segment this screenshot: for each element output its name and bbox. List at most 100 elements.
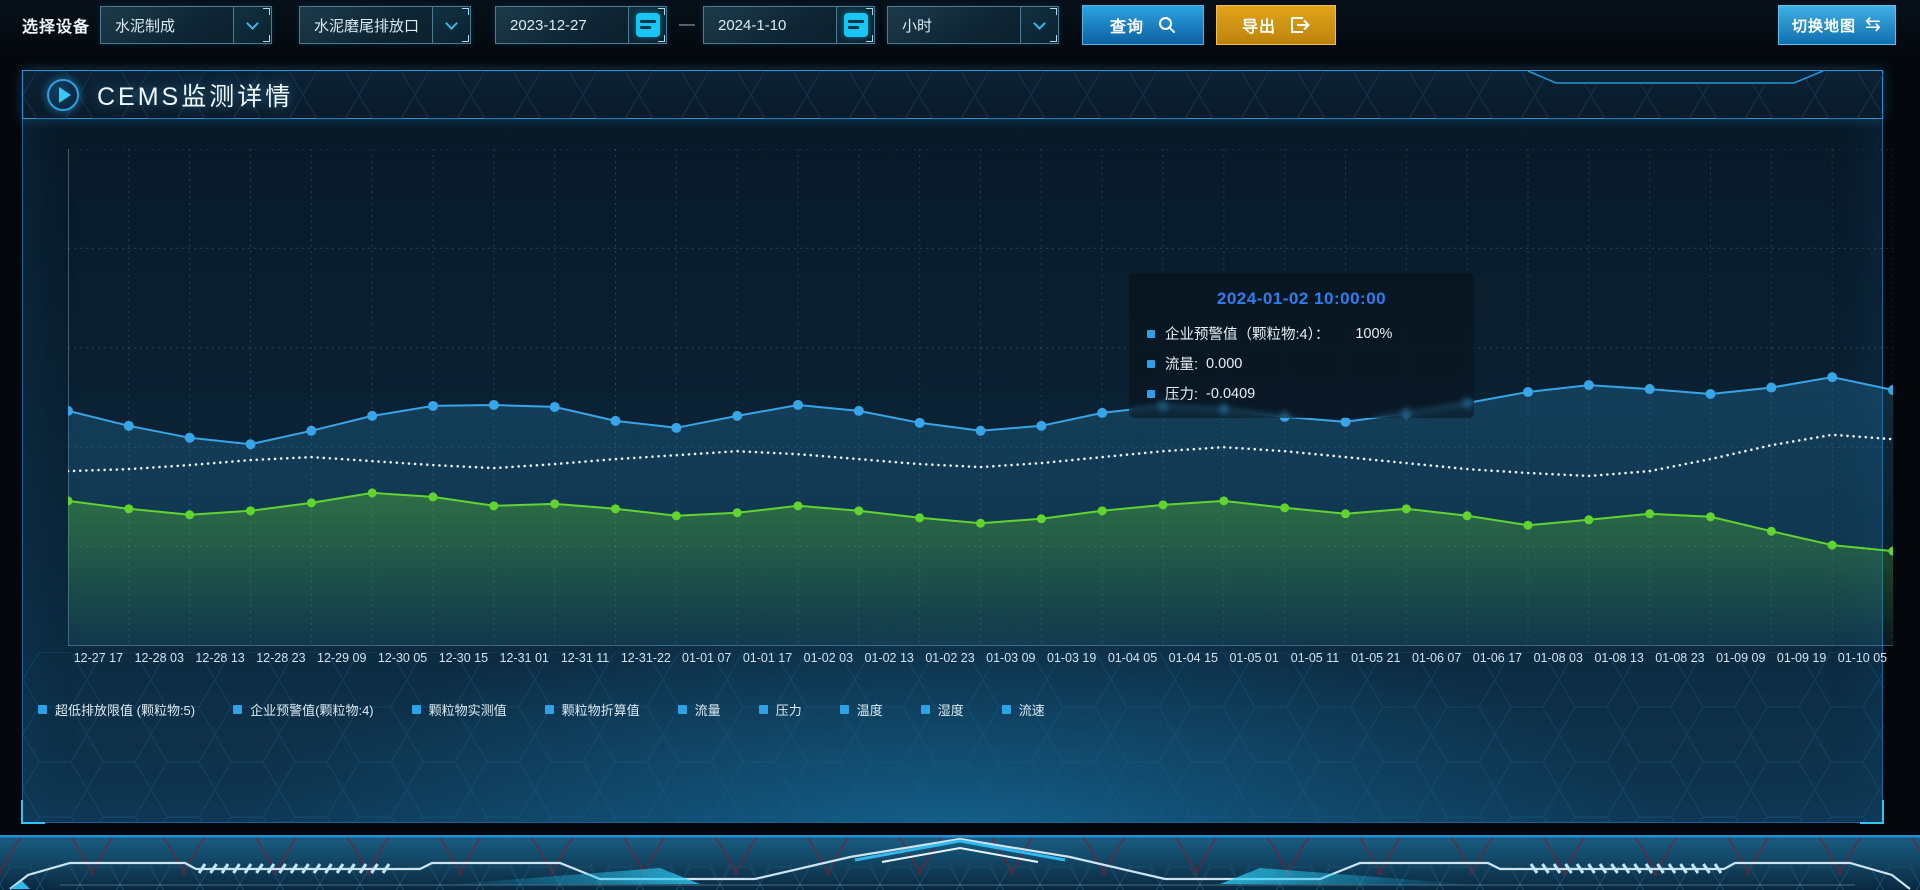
panel-corner-accent [21,800,45,824]
data-point[interactable] [853,405,864,416]
chevron-cell[interactable] [1020,7,1058,43]
data-point[interactable] [1401,504,1411,514]
date-end-value: 2024-1-10 [718,16,787,34]
data-point[interactable] [732,410,743,421]
data-point[interactable] [1158,500,1168,510]
legend-item[interactable]: 企业预警值(颗粒物:4) [233,700,374,719]
data-point[interactable] [1888,385,1893,396]
data-point[interactable] [1584,515,1594,525]
data-point[interactable] [1036,420,1047,431]
x-axis-label: 12-27 17 [73,651,124,665]
data-point[interactable] [1280,503,1290,513]
data-point[interactable] [854,506,864,516]
legend-item[interactable]: 湿度 [920,700,964,719]
query-button[interactable]: 查询 [1082,5,1204,45]
data-point[interactable] [1523,387,1533,398]
data-point[interactable] [1341,509,1350,519]
data-point[interactable] [488,399,499,410]
legend-item[interactable]: 颗粒物实测值 [411,700,507,719]
legend-marker-icon [38,705,47,714]
calendar-cell[interactable] [628,7,666,43]
data-point[interactable] [549,401,560,412]
tooltip-row-value: 0.000 [1206,355,1243,372]
legend-item[interactable]: 超低排放限值 (颗粒物:5) [38,700,195,719]
panel-body: 12-27 17 12-28 03 12-28 13 12-28 23 12-29 09… [23,120,1893,822]
data-point[interactable] [1766,382,1777,393]
data-point[interactable] [671,422,682,433]
data-point[interactable] [1097,506,1107,516]
data-point[interactable] [306,425,317,436]
legend-item[interactable]: 流速 [1001,700,1045,719]
data-point[interactable] [610,415,621,426]
chevron-cell[interactable] [432,7,470,43]
date-start-input[interactable]: 2023-12-27 [495,6,667,44]
data-point[interactable] [184,432,195,443]
export-button[interactable]: 导出 [1216,5,1336,45]
data-point[interactable] [1645,509,1655,519]
data-point[interactable] [793,501,803,511]
data-point[interactable] [1462,511,1472,521]
data-point[interactable] [671,511,681,521]
data-point[interactable] [550,499,560,509]
device-select[interactable]: 水泥制成 [100,6,272,44]
legend-label: 超低排放限值 (颗粒物:5) [55,703,196,718]
legend-item[interactable]: 颗粒物折算值 [544,700,640,719]
data-point[interactable] [68,405,73,416]
body-hex-pattern [23,652,1884,822]
data-point[interactable] [245,439,256,450]
data-point[interactable] [428,492,438,502]
tooltip-row-label: 企业预警值（颗粒物:4）： [1165,327,1330,343]
interval-select[interactable]: 小时 [887,6,1059,44]
data-point[interactable] [1097,407,1108,418]
date-range-separator: — [679,16,695,33]
data-point[interactable] [123,420,134,431]
x-axis-label: 12-30 15 [438,651,489,665]
cems-chart[interactable] [68,149,1893,646]
data-point[interactable] [1827,540,1837,550]
data-point[interactable] [1827,372,1838,383]
data-point[interactable] [1705,389,1716,400]
x-axis-label: 01-09 09 [1716,651,1766,665]
chevron-down-icon [445,16,458,30]
data-point[interactable] [975,425,986,436]
data-point[interactable] [185,510,195,520]
data-point[interactable] [1219,496,1229,506]
data-point[interactable] [428,400,438,411]
data-point[interactable] [793,399,803,410]
data-point[interactable] [1523,520,1533,530]
data-point[interactable] [1340,416,1351,427]
outlet-select[interactable]: 水泥磨尾排放口 [299,6,471,44]
date-end-input[interactable]: 2024-1-10 [703,6,875,44]
footer-decoration [0,835,1920,890]
calendar-cell[interactable] [836,7,874,43]
device-select-label: 选择设备 [22,19,91,36]
data-point[interactable] [1644,384,1655,395]
data-point[interactable] [1706,512,1715,522]
data-point[interactable] [732,508,742,518]
data-point[interactable] [306,498,316,508]
data-point[interactable] [915,513,925,523]
legend-marker-icon [233,705,243,714]
data-point[interactable] [68,496,73,506]
legend-item[interactable]: 温度 [839,700,883,719]
data-point[interactable] [976,518,985,528]
data-point[interactable] [914,417,925,428]
data-point[interactable] [367,488,377,498]
switch-map-button[interactable]: 切换地图 ⇆ [1778,5,1896,45]
swap-icon: ⇆ [1865,13,1882,35]
data-point[interactable] [1766,526,1776,536]
legend-item[interactable]: 流量 [677,700,721,719]
legend-item[interactable]: 压力 [758,700,802,719]
data-point[interactable] [1036,514,1046,524]
x-axis-label: 12-31 11 [560,651,610,665]
legend-marker-icon [839,705,849,714]
data-point[interactable] [367,410,378,421]
data-point[interactable] [1888,546,1894,556]
chevron-cell[interactable] [233,7,271,43]
data-point[interactable] [611,504,620,514]
data-point[interactable] [246,506,255,516]
data-point[interactable] [124,504,134,514]
legend-label: 流量 [694,703,721,718]
data-point[interactable] [1583,380,1594,391]
data-point[interactable] [489,501,499,511]
